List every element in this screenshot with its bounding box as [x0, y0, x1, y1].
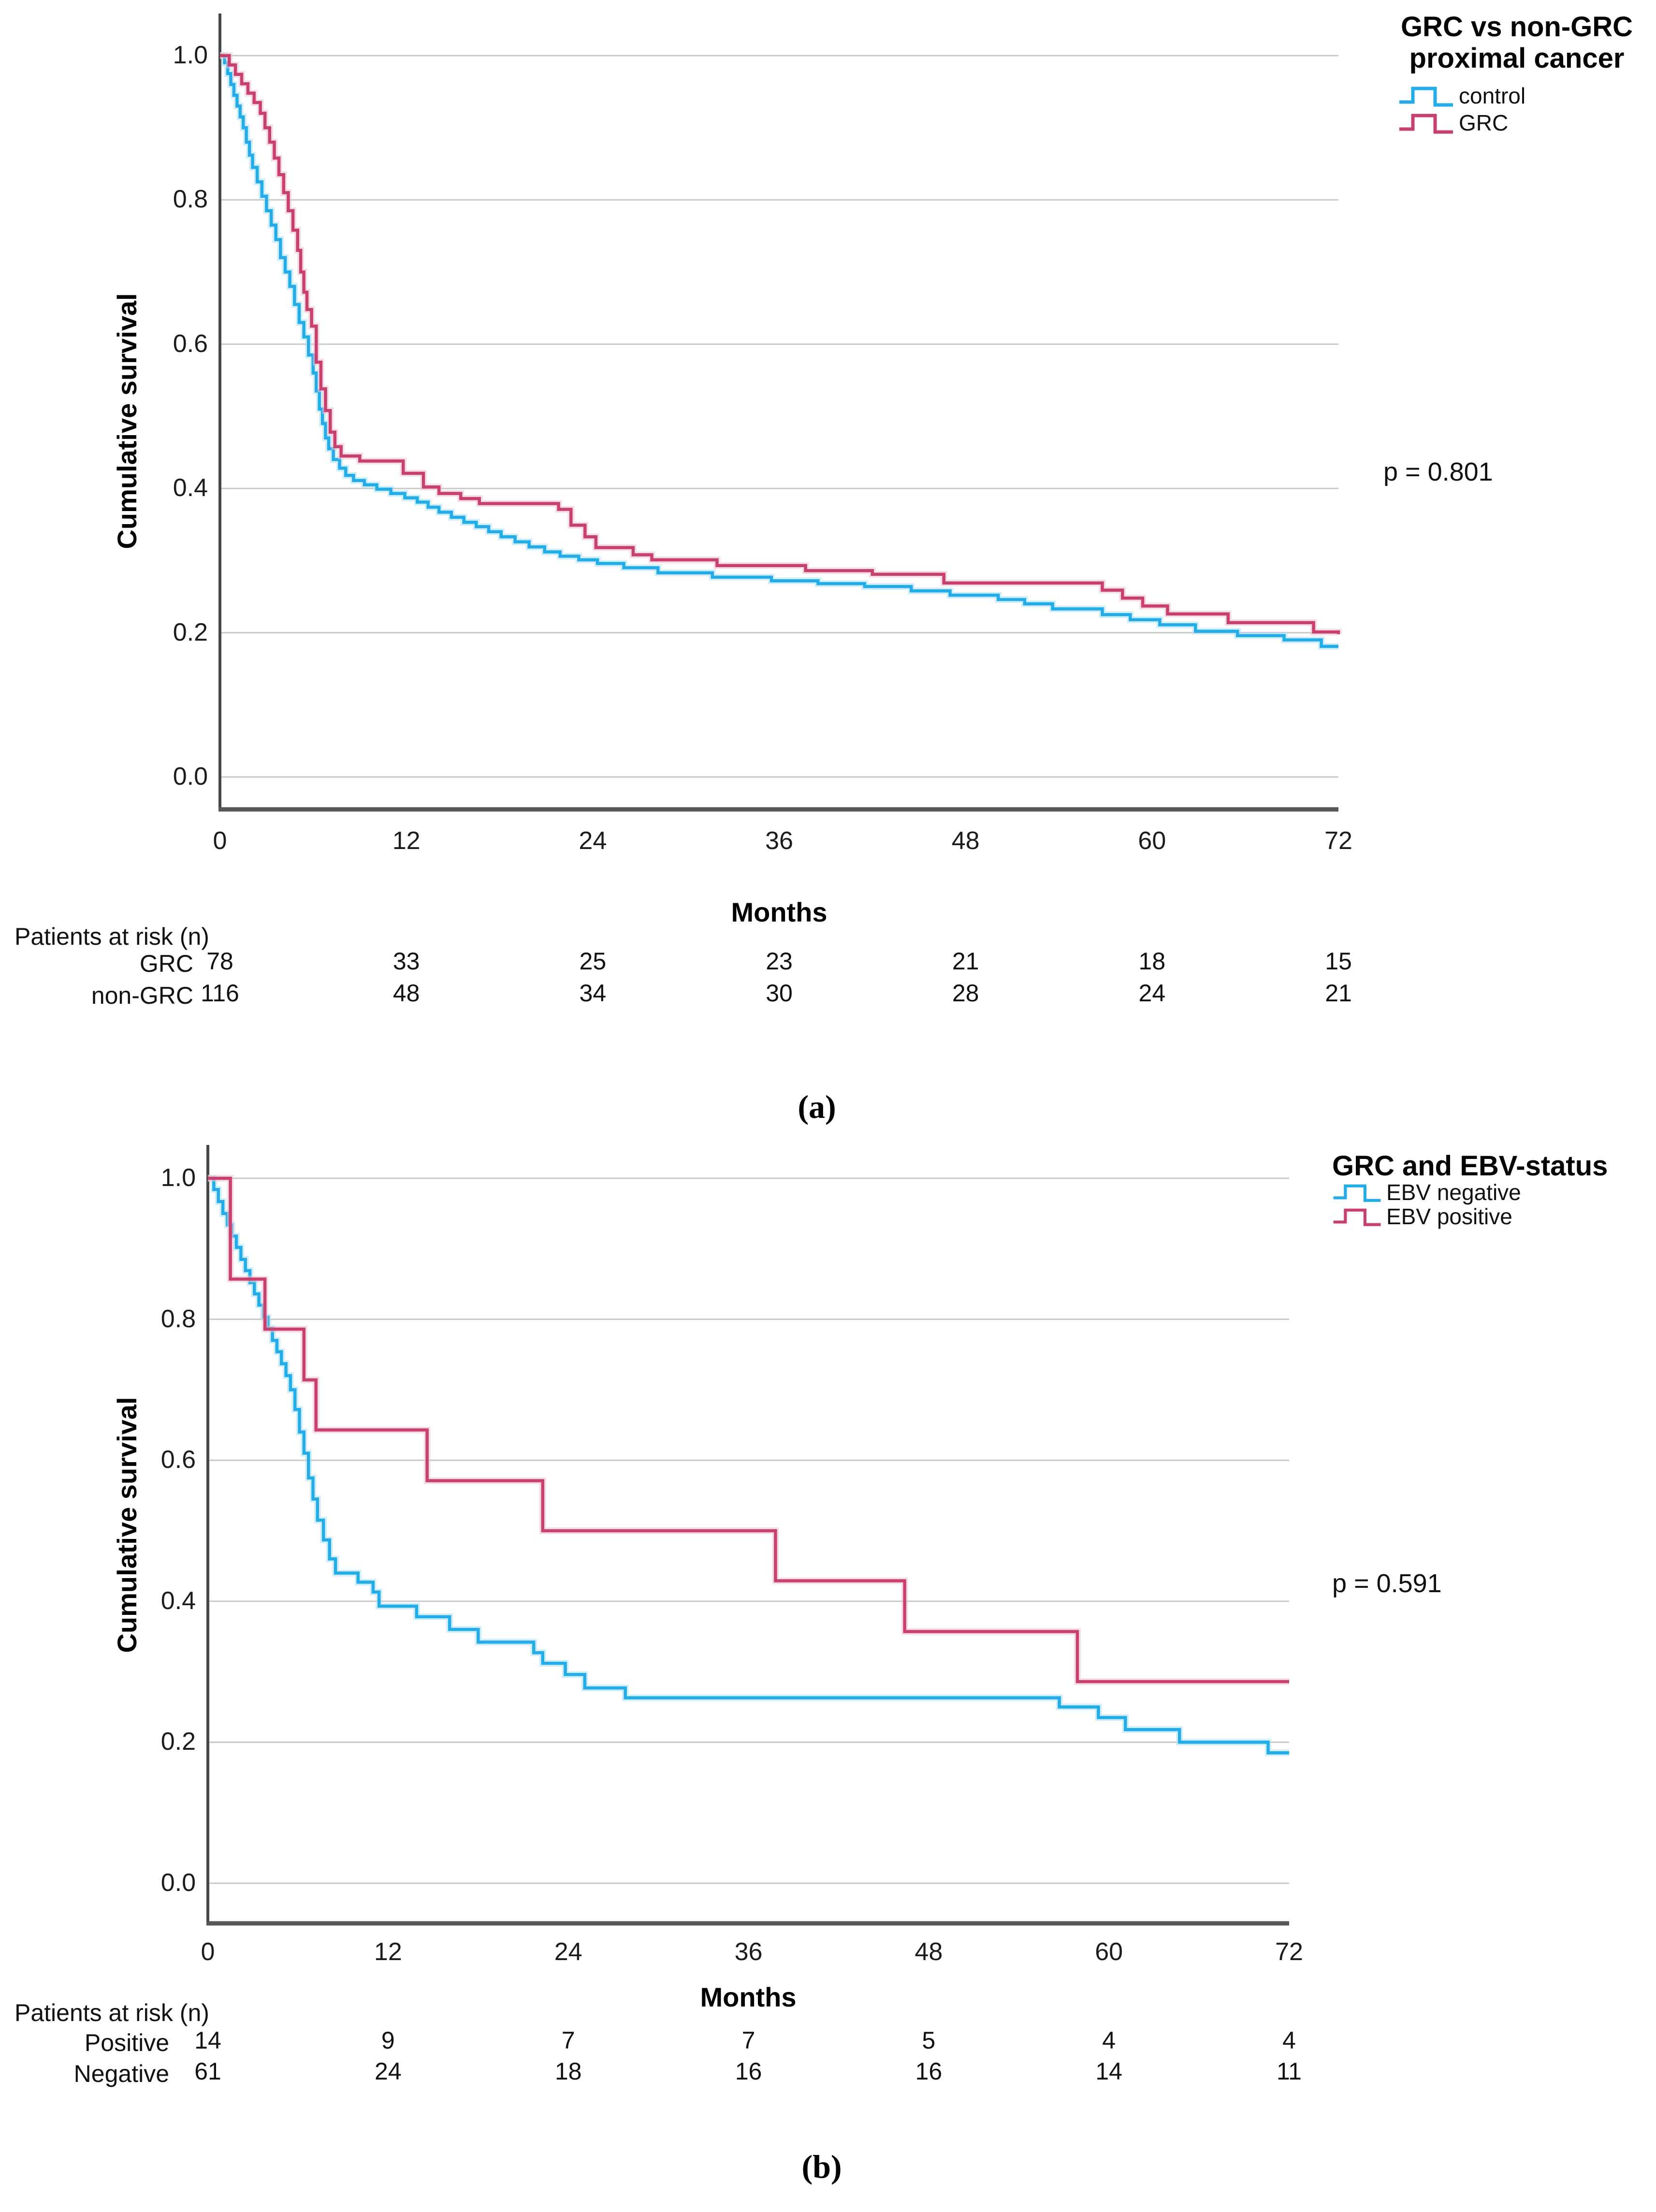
- x-tick-label: 36: [734, 1938, 763, 1966]
- x-tick-label: 0: [201, 1938, 215, 1966]
- curve-EBV positive: [208, 1176, 1289, 1684]
- risk-value: 61: [194, 2058, 221, 2085]
- risk-value: 34: [579, 980, 607, 1007]
- risk-value: 9: [381, 2027, 395, 2054]
- risk-row-label-negative: Negative: [73, 2060, 169, 2087]
- x-tick-label: 36: [765, 827, 793, 855]
- x-tick-label: 12: [392, 827, 421, 855]
- caption-a: (a): [798, 1088, 836, 1125]
- step-line-icon: [1333, 1184, 1381, 1202]
- risk-value: 24: [375, 2058, 402, 2085]
- risk-value: 7: [561, 2027, 575, 2054]
- x-axis-title: Months: [700, 1982, 797, 2012]
- risk-value: 116: [201, 980, 239, 1007]
- risk-value: 18: [1138, 948, 1166, 975]
- y-tick-label: 0.2: [160, 1728, 196, 1756]
- x-tick-label: 60: [1138, 827, 1166, 855]
- risk-value: 28: [952, 980, 979, 1007]
- risk-value: 33: [392, 948, 420, 975]
- x-tick-label: 0: [213, 827, 227, 855]
- risk-value: 16: [735, 2058, 762, 2085]
- y-tick-label: 0.4: [160, 1586, 196, 1615]
- curve-GRC: [220, 54, 1340, 634]
- y-tick-label: 0.8: [173, 185, 208, 214]
- legend-item-ebv-negative: EBV negative: [1332, 1180, 1521, 1205]
- y-tick-label: 0.2: [173, 618, 208, 646]
- panel-a: Cumulative survival GRC vs non-GRC proxi…: [15, 11, 1656, 1125]
- x-axis-title: Months: [731, 897, 828, 927]
- step-line-icon: [1333, 1208, 1381, 1226]
- x-tick-label: 60: [1095, 1938, 1123, 1966]
- x-tick-label: 48: [951, 827, 980, 855]
- risk-value: 11: [1277, 2058, 1302, 2085]
- legend-title: GRC vs non-GRC proximal cancer: [1378, 11, 1656, 74]
- risk-value: 25: [579, 948, 607, 975]
- x-tick-label: 24: [579, 827, 607, 855]
- curve-EBV negative: [208, 1176, 1289, 1755]
- risk-table-title: Patients at risk (n): [15, 923, 209, 950]
- risk-value: 24: [1138, 980, 1166, 1007]
- curve-control: [220, 54, 1338, 648]
- legend-title-line1: GRC vs non-GRC: [1400, 11, 1633, 43]
- risk-value: 5: [922, 2027, 936, 2054]
- step-line-icon: [1399, 87, 1453, 107]
- legend-item-label: GRC: [1459, 110, 1509, 135]
- risk-value: 48: [392, 980, 420, 1007]
- x-tick-label: 48: [915, 1938, 943, 1966]
- risk-table-title: Patients at risk (n): [15, 1999, 209, 2026]
- risk-row-label-grc: GRC: [139, 950, 193, 977]
- risk-value: 7: [741, 2027, 755, 2054]
- y-tick-label: 0.0: [160, 1869, 196, 1897]
- x-tick-label: 72: [1324, 827, 1352, 855]
- y-tick-label: 0.4: [173, 474, 208, 502]
- x-tick-label: 24: [554, 1938, 582, 1966]
- risk-value: 21: [952, 948, 979, 975]
- step-line-icon: [1399, 114, 1453, 134]
- risk-value: 14: [194, 2027, 221, 2054]
- risk-row-label-non-grc: non-GRC: [91, 982, 193, 1009]
- risk-value: 23: [766, 948, 793, 975]
- risk-row-label-positive: Positive: [84, 2029, 169, 2056]
- risk-value: 78: [206, 948, 233, 975]
- y-tick-label: 0.0: [173, 762, 208, 791]
- legend-item-label: EBV negative: [1386, 1180, 1521, 1205]
- legend-item-grc: GRC: [1398, 109, 1508, 136]
- p-value: p = 0.801: [1383, 457, 1493, 486]
- legend-item-label: control: [1459, 83, 1526, 108]
- risk-value: 16: [915, 2058, 943, 2085]
- y-tick-label: 0.6: [173, 329, 208, 358]
- y-tick-label: 0.8: [160, 1304, 196, 1333]
- x-tick-label: 72: [1275, 1938, 1303, 1966]
- risk-value: 15: [1325, 948, 1352, 975]
- legend-item-ebv-positive: EBV positive: [1332, 1204, 1512, 1229]
- y-tick-label: 1.0: [160, 1164, 196, 1192]
- x-tick-label: 12: [374, 1938, 402, 1966]
- legend-item-label: EBV positive: [1386, 1204, 1512, 1229]
- risk-value: 30: [766, 980, 793, 1007]
- y-axis-title: Cumulative survival: [112, 1397, 142, 1653]
- caption-b: (b): [801, 2148, 842, 2185]
- legend-title-line2: proximal cancer: [1409, 42, 1625, 74]
- p-value: p = 0.591: [1332, 1569, 1442, 1598]
- y-tick-label: 0.6: [160, 1446, 196, 1474]
- legend-title: GRC and EBV-status: [1332, 1150, 1608, 1182]
- risk-value: 14: [1095, 2058, 1122, 2085]
- risk-value: 4: [1102, 2027, 1116, 2054]
- legend-item-control: control: [1398, 82, 1525, 109]
- y-tick-label: 1.0: [173, 41, 208, 69]
- risk-value: 4: [1282, 2027, 1296, 2054]
- risk-value: 18: [554, 2058, 582, 2085]
- risk-value: 21: [1325, 980, 1352, 1007]
